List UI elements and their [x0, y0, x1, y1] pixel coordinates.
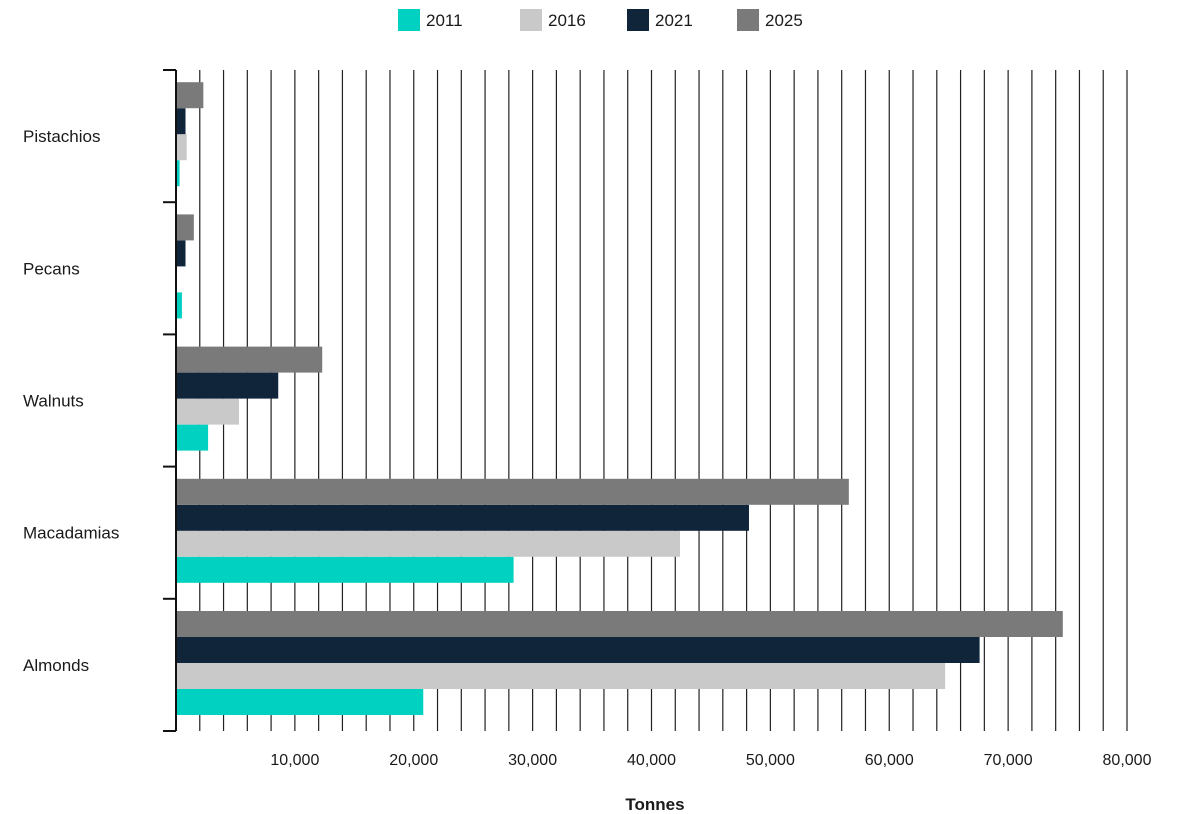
bar-almonds-2021 — [176, 637, 980, 663]
x-tick-label: 80,000 — [1103, 752, 1152, 769]
legend-label: 2021 — [655, 11, 693, 30]
legend-swatch — [627, 9, 649, 31]
bar-pecans-2025 — [176, 214, 194, 241]
legend-swatch — [398, 9, 420, 31]
x-tick-label: 20,000 — [389, 752, 438, 769]
bar-almonds-2011 — [176, 689, 424, 715]
y-axis — [163, 69, 177, 732]
bar-pistachios-2011 — [176, 160, 180, 187]
category-label: Pecans — [23, 259, 80, 278]
legend-label: 2016 — [548, 11, 586, 30]
legend-label: 2011 — [426, 11, 463, 30]
bar-pistachios-2025 — [176, 82, 204, 109]
x-axis-title: Tonnes — [625, 795, 684, 814]
bar-pistachios-2021 — [176, 108, 186, 135]
category-label: Almonds — [23, 656, 89, 675]
bar-macadamias-2011 — [176, 556, 514, 583]
bar-walnuts-2025 — [176, 346, 323, 373]
bar-pecans-2011 — [176, 292, 182, 319]
bar-macadamias-2016 — [176, 530, 681, 557]
x-tick-label: 70,000 — [984, 752, 1033, 769]
x-tick-label: 10,000 — [270, 752, 319, 769]
bar-walnuts-2016 — [176, 398, 240, 425]
legend: 2011 2016 2021 2025 — [398, 9, 803, 31]
bar-pistachios-2016 — [176, 134, 187, 161]
category-label: Walnuts — [23, 392, 84, 411]
x-tick-label: 50,000 — [746, 752, 795, 769]
bar-walnuts-2011 — [176, 424, 209, 451]
bar-almonds-2016 — [176, 663, 946, 689]
category-labels: Pistachios Pecans Walnuts Macadamias Almonds — [23, 127, 119, 675]
legend-label: 2025 — [765, 11, 803, 30]
category-label: Pistachios — [23, 127, 100, 146]
bar-pecans-2021 — [176, 240, 186, 267]
x-tick-label: 60,000 — [865, 752, 914, 769]
x-tick-labels: 10,000 20,000 30,000 40,000 50,000 60,000 70,0… — [270, 752, 1151, 769]
legend-swatch — [737, 9, 759, 31]
bar-macadamias-2025 — [176, 478, 849, 505]
bar-macadamias-2021 — [176, 504, 749, 531]
x-tick-label: 40,000 — [627, 752, 676, 769]
bar-walnuts-2021 — [176, 372, 279, 399]
legend-swatch — [520, 9, 542, 31]
bar-almonds-2025 — [176, 611, 1063, 637]
bars — [176, 82, 1063, 715]
category-label: Macadamias — [23, 524, 119, 543]
x-tick-label: 30,000 — [508, 752, 557, 769]
